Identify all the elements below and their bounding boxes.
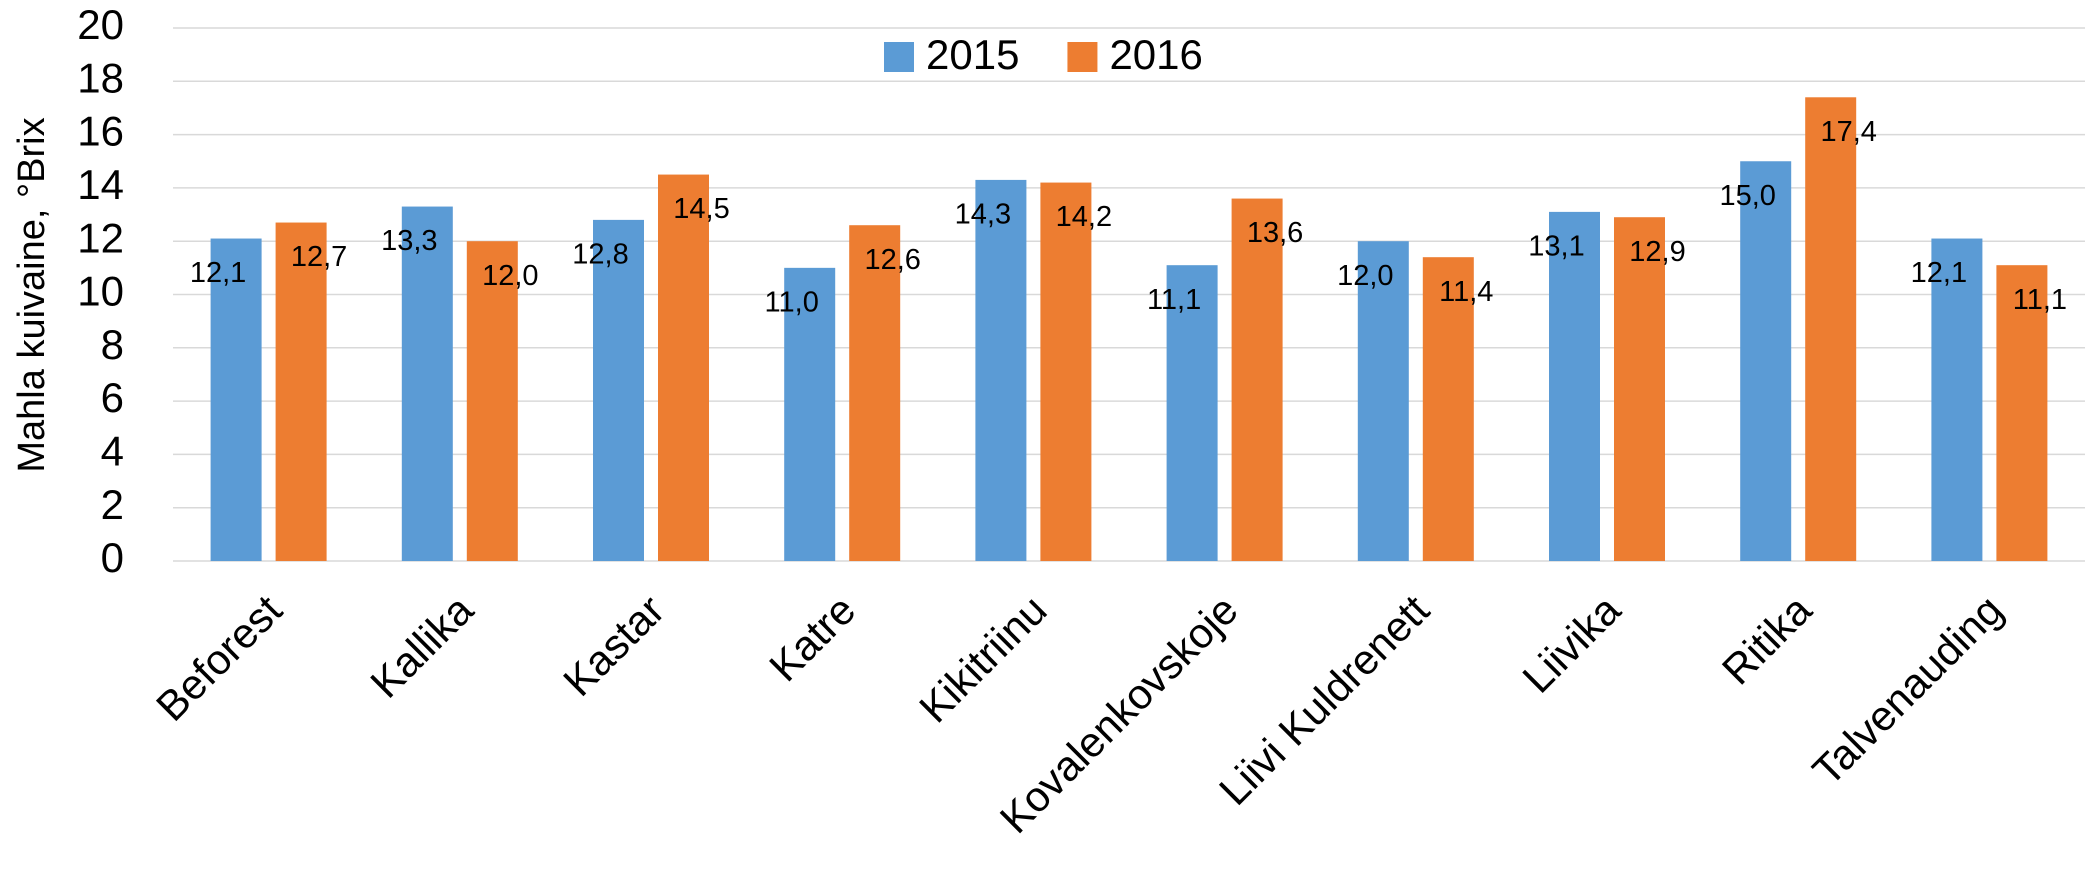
bar <box>1166 265 1218 561</box>
y-tick-label: 12 <box>77 214 124 261</box>
value-label: 12,7 <box>291 241 347 273</box>
x-tick-label: Ritika <box>1713 586 1821 694</box>
value-label: 11,4 <box>1439 276 1493 308</box>
value-label: 13,6 <box>1247 217 1303 249</box>
value-label: 11,0 <box>765 287 819 319</box>
bar <box>593 219 644 561</box>
value-label: 14,5 <box>673 193 729 225</box>
value-label: 13,1 <box>1528 231 1584 263</box>
value-label: 12,6 <box>864 244 920 276</box>
bar <box>1231 198 1283 561</box>
bar <box>210 238 262 561</box>
bar <box>1614 217 1665 561</box>
y-tick-label: 18 <box>77 54 124 101</box>
bar <box>1996 265 2048 561</box>
y-tick-label: 4 <box>101 427 124 474</box>
x-tick-label: Liivika <box>1513 586 1629 702</box>
bar <box>784 267 836 561</box>
value-label: 12,9 <box>1629 236 1685 268</box>
legend-label: 2015 <box>926 31 1019 78</box>
y-axis-title: Mahla kuivaine, °Brix <box>11 117 53 472</box>
bar <box>1422 257 1474 561</box>
value-label: 11,1 <box>2013 284 2067 316</box>
y-tick-label: 16 <box>77 108 124 155</box>
value-label: 12,1 <box>1911 257 1967 289</box>
value-label: 12,0 <box>1337 260 1393 292</box>
y-tick-label: 0 <box>101 534 124 581</box>
value-label: 17,4 <box>1820 116 1876 148</box>
y-tick-label: 8 <box>101 321 124 368</box>
legend-label: 2016 <box>1109 31 1202 78</box>
y-tick-label: 20 <box>77 1 124 48</box>
x-tick-label: Katre <box>760 586 864 690</box>
value-label: 12,0 <box>482 260 538 292</box>
value-label: 11,1 <box>1147 284 1201 316</box>
legend-swatch <box>884 42 914 72</box>
bar <box>1805 97 1857 561</box>
bar <box>1357 241 1409 561</box>
x-tick-label: Kastar <box>554 586 673 705</box>
value-label: 12,8 <box>572 239 628 271</box>
bar <box>275 222 327 562</box>
y-tick-label: 6 <box>101 374 124 421</box>
value-label: 13,3 <box>381 225 437 257</box>
x-tick-label: Kallika <box>361 586 482 707</box>
x-tick-label: Talvenauding <box>1803 586 2011 794</box>
bar <box>849 225 901 561</box>
bar <box>1549 211 1600 561</box>
y-tick-label: 10 <box>77 268 124 315</box>
bar <box>1931 238 1983 561</box>
bar <box>1040 182 1092 561</box>
value-label: 14,3 <box>955 199 1011 231</box>
value-label: 15,0 <box>1719 180 1775 212</box>
bar <box>1740 161 1792 561</box>
bar <box>975 179 1027 561</box>
x-tick-label: Kikitriinu <box>910 586 1055 731</box>
x-tick-label: Beforest <box>147 586 291 730</box>
bar <box>401 206 453 561</box>
bar <box>658 174 709 561</box>
bar <box>466 241 518 561</box>
y-tick-label: 2 <box>101 481 124 528</box>
value-label: 12,1 <box>190 257 246 289</box>
value-label: 14,2 <box>1056 201 1112 233</box>
y-tick-label: 14 <box>77 161 124 208</box>
legend-swatch <box>1067 42 1098 72</box>
